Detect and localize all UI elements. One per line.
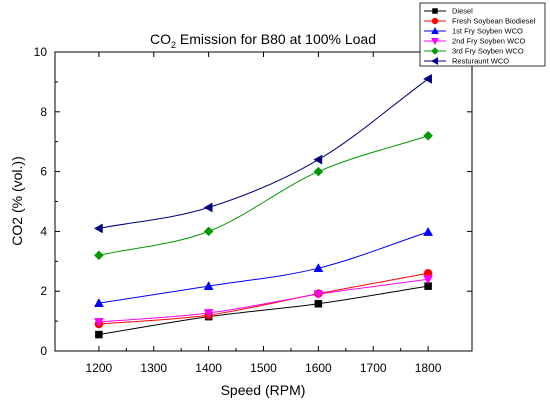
x-tick-label: 1800	[415, 361, 442, 375]
legend-label: Fresh Soybean Biodiesel	[452, 17, 536, 26]
data-point	[203, 202, 213, 213]
y-axis-title: CO2 (% (vol.))	[9, 156, 25, 245]
data-point	[423, 275, 434, 285]
x-tick-label: 1600	[305, 361, 332, 375]
series-line	[98, 285, 429, 336]
series-line	[98, 272, 429, 325]
data-point	[203, 281, 214, 290]
series-line	[98, 278, 429, 323]
y-tick-label: 10	[34, 45, 48, 59]
legend-marker	[432, 8, 438, 14]
chart-title-rest: Emission for B80 at 100% Load	[176, 31, 376, 47]
x-tick-label: 1300	[140, 361, 167, 375]
data-point	[314, 300, 323, 308]
series-line	[98, 78, 429, 229]
legend-label: Diesel	[452, 7, 473, 16]
data-point	[313, 154, 323, 165]
legend-label: 3rd Fry Soyben WCO	[452, 47, 524, 56]
y-tick-label: 4	[40, 224, 47, 238]
axis-ticks	[55, 51, 472, 352]
data-point	[93, 223, 103, 234]
data-point	[203, 226, 214, 237]
chart-title-subscript: 2	[171, 40, 176, 50]
legend-marker	[431, 47, 439, 55]
data-point	[94, 250, 104, 261]
y-tick-label: 2	[40, 284, 47, 298]
plot-frame	[54, 51, 473, 352]
data-point	[313, 166, 324, 177]
legend-label: Resturaunt WCO	[452, 57, 509, 66]
x-tick-label: 1500	[250, 361, 277, 375]
x-tick-label: 1400	[195, 361, 222, 375]
series-line	[98, 135, 429, 256]
series-line	[98, 231, 429, 304]
legend-marker	[431, 37, 439, 46]
legend-label: 2nd Fry Soyben WCO	[452, 37, 526, 46]
data-point	[313, 263, 324, 273]
legend-label: 1st Fry Soyben WCO	[452, 27, 523, 36]
x-tick-label: 1200	[86, 361, 113, 375]
x-tick-label: 1700	[360, 361, 387, 375]
y-tick-labels: 0 2 4 6 8 10	[34, 45, 48, 358]
x-axis-title: Speed (RPM)	[221, 382, 306, 398]
series-lines	[98, 78, 429, 336]
x-tick-labels: 1200 1300 1400 1500 1600 1700 1800	[86, 361, 442, 375]
y-tick-label: 0	[40, 344, 47, 358]
legend-marker	[430, 57, 439, 65]
legend-box	[419, 2, 546, 67]
series-markers	[93, 73, 434, 339]
y-tick-label: 8	[40, 105, 47, 119]
data-point	[93, 318, 104, 328]
data-point	[203, 309, 214, 319]
data-point	[423, 226, 434, 236]
legend-marker	[431, 26, 439, 35]
chart-title-main: CO	[150, 31, 171, 47]
data-point	[423, 73, 432, 84]
data-point	[93, 298, 104, 308]
legend-marker	[431, 17, 439, 25]
data-point	[313, 290, 324, 300]
y-tick-label: 6	[40, 165, 47, 179]
data-point	[423, 130, 433, 141]
chart-title: CO2 Emission for B80 at 100% Load	[150, 31, 376, 50]
data-point	[95, 330, 103, 339]
